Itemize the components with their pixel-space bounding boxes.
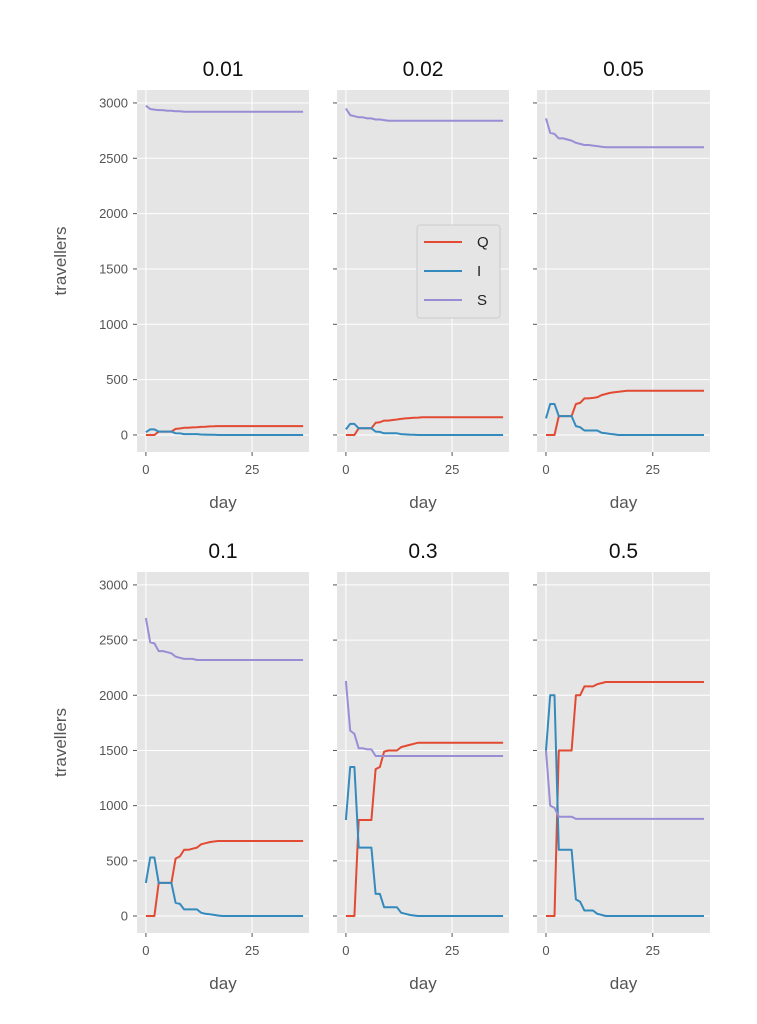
series-line-Q: [345, 741, 504, 917]
x-axis-label: day: [209, 974, 237, 993]
series-line-I: [345, 422, 504, 436]
legend-label-I: I: [477, 263, 481, 280]
y-tick-label: 0: [121, 909, 128, 924]
series-line-Q: [345, 416, 504, 436]
series-line-Q: [546, 389, 704, 436]
y-tick-label: 2500: [99, 151, 128, 166]
y-tick-label: 500: [106, 372, 128, 387]
x-tick-label: 25: [646, 943, 660, 958]
x-axis-label: day: [610, 493, 638, 512]
subplot-0.5: 0 25 0.5 day: [533, 540, 710, 993]
series-line-I: [344, 766, 504, 917]
x-tick-label: 25: [445, 943, 459, 958]
x-tick-label: 0: [542, 462, 549, 477]
series-line-I: [545, 403, 704, 436]
x-tick-label: 0: [142, 943, 149, 958]
subplot-0.01: 0 500 1000 1500 2000 2500 3000 0 25 0.01 day travel…: [51, 58, 309, 512]
x-axis-label: day: [409, 974, 437, 993]
y-tick-label: 1000: [99, 798, 128, 813]
legend: QIS: [416, 224, 501, 319]
legend-label-Q: Q: [477, 234, 489, 251]
plot-area: [137, 572, 309, 933]
series-line-S: [545, 750, 704, 820]
subplot-0.05: 0 25 0.05 day: [533, 58, 710, 512]
subplot-title: 0.01: [203, 58, 244, 81]
subplot-0.02: 0 25 0.02 day QIS: [333, 58, 509, 512]
x-tick-label: 0: [142, 462, 149, 477]
y-tick-label: 1000: [99, 317, 128, 332]
series-line-I: [144, 856, 304, 917]
series-line-I: [545, 694, 704, 917]
subplot-title: 0.1: [208, 540, 237, 563]
plot-area: [137, 90, 309, 452]
y-tick-label: 500: [106, 853, 128, 868]
subplot-0.1: 0 500 1000 1500 2000 2500 3000 0 25 0.1 day travell…: [51, 540, 309, 993]
y-tick-label: 2000: [99, 688, 128, 703]
subplot-title: 0.5: [609, 540, 638, 563]
x-axis-label: day: [409, 493, 437, 512]
x-tick-label: 0: [342, 462, 349, 477]
series-line-Q: [546, 681, 704, 917]
subplot-title: 0.02: [403, 58, 444, 81]
series-line-I: [145, 428, 304, 436]
x-tick-label: 25: [245, 462, 259, 477]
x-tick-label: 0: [342, 943, 349, 958]
x-axis-label: day: [610, 974, 638, 993]
plot-area: [537, 572, 710, 933]
x-axis-label: day: [209, 493, 237, 512]
subplot-title: 0.3: [408, 540, 437, 563]
series-line-S: [144, 617, 304, 661]
series-line-S: [345, 107, 504, 122]
x-tick-label: 25: [245, 943, 259, 958]
subplot-title: 0.05: [603, 58, 644, 81]
plot-area: [537, 90, 710, 452]
y-axis-label: travellers: [51, 708, 70, 777]
series-line-S: [545, 118, 704, 149]
y-tick-label: 2500: [99, 633, 128, 648]
subplot-0.3: 0 25 0.3 day: [333, 540, 509, 993]
series-line-S: [145, 104, 304, 113]
series-line-S: [344, 680, 504, 757]
series-line-Q: [145, 840, 304, 917]
x-tick-label: 25: [646, 462, 660, 477]
y-tick-label: 1500: [99, 261, 128, 276]
y-tick-label: 2000: [99, 206, 128, 221]
y-tick-label: 3000: [99, 95, 128, 110]
y-axis-label: travellers: [51, 227, 70, 296]
y-tick-label: 3000: [99, 577, 128, 592]
plot-area: [337, 572, 509, 933]
y-tick-label: 0: [121, 427, 128, 442]
legend-label-S: S: [477, 292, 487, 309]
x-tick-label: 0: [542, 943, 549, 958]
y-tick-label: 1500: [99, 743, 128, 758]
x-tick-label: 25: [445, 462, 459, 477]
